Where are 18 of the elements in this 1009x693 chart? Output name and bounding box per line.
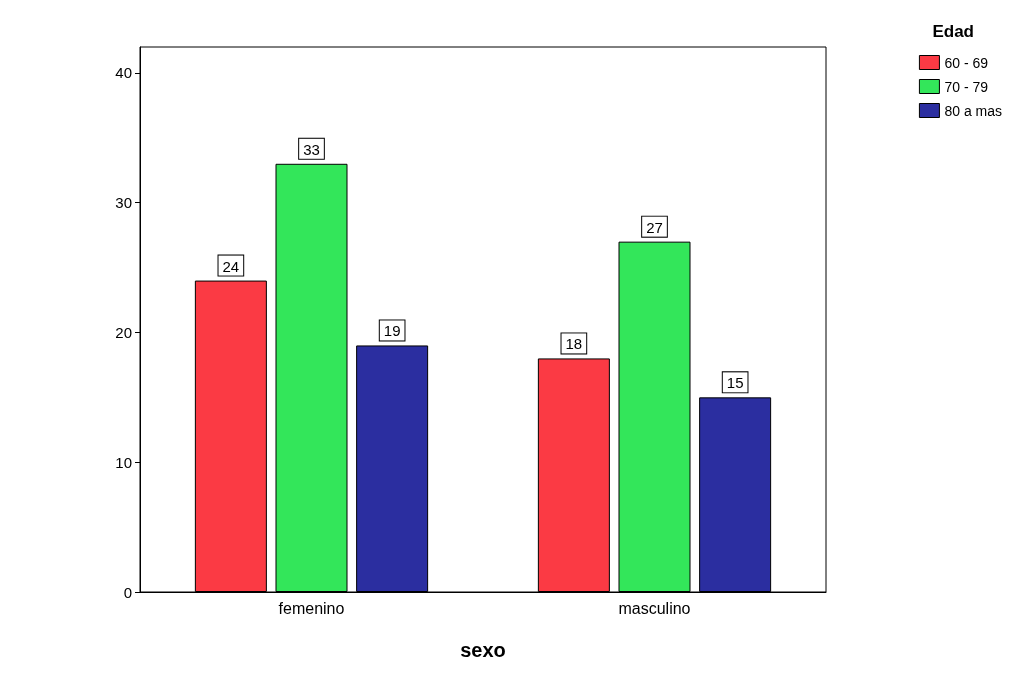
x-axis-title: sexo <box>460 639 506 661</box>
data-label: 33 <box>303 140 320 158</box>
data-label: 19 <box>383 322 401 340</box>
y-tick-label: 0 <box>123 583 132 601</box>
legend-label: 70 - 79 <box>944 78 989 95</box>
x-tick-label: masculino <box>618 599 691 617</box>
y-tick-label: 40 <box>115 64 132 82</box>
legend-label: 60 - 69 <box>944 54 989 71</box>
y-tick-label: 20 <box>115 323 132 341</box>
data-label: 24 <box>222 257 240 275</box>
data-label: 27 <box>646 218 663 236</box>
y-tick-label: 10 <box>115 453 132 471</box>
data-label: 18 <box>565 335 583 353</box>
legend-label: 80 a mas <box>944 102 1003 119</box>
x-tick-label: femenino <box>278 599 345 617</box>
y-tick-label: 30 <box>115 194 132 212</box>
legend-title: Edad <box>932 22 974 41</box>
data-label: 15 <box>726 374 744 392</box>
